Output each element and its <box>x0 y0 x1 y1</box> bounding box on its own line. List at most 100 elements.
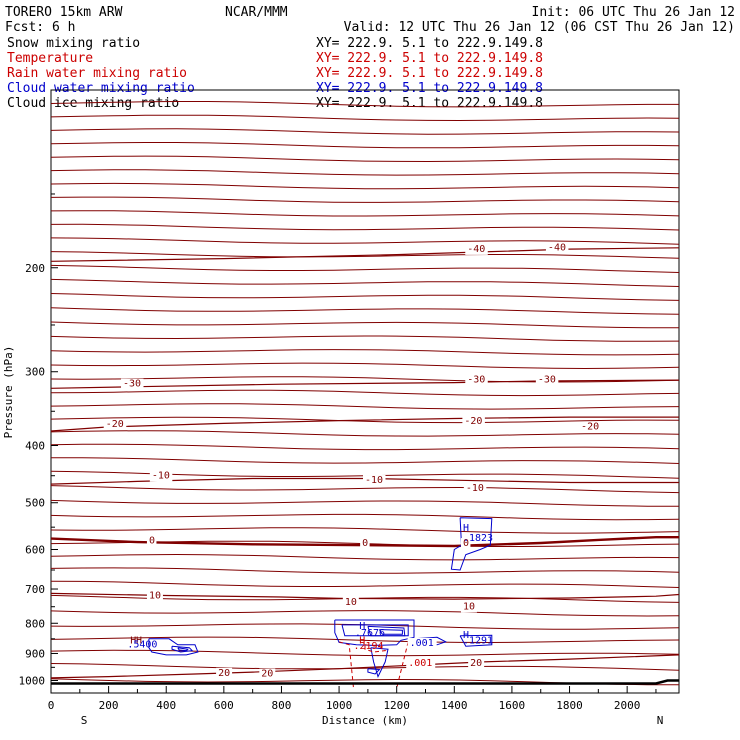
x-tick-label: 1400 <box>441 699 468 712</box>
contour-label-bg <box>460 601 477 613</box>
y-tick-label: 200 <box>25 262 45 275</box>
isobar-contour <box>50 610 680 617</box>
contour-label: -40 <box>548 243 566 254</box>
rain-water-contour <box>396 641 409 689</box>
contour-label: -30 <box>467 375 485 386</box>
x-axis-label: Distance (km) <box>322 714 408 727</box>
contour-label: .001 <box>410 638 434 649</box>
isobar-contour <box>50 169 680 176</box>
contour-label-bg <box>460 538 471 550</box>
isobar-contour <box>50 223 680 231</box>
x-tick-label: 600 <box>214 699 234 712</box>
y-axis: 200 300 400 500 600 700 800 900 1000 <box>19 193 58 687</box>
cloud-water-contour <box>341 624 409 637</box>
isobar-contour <box>50 335 680 342</box>
contour-label-bg <box>579 421 602 433</box>
x-tick-label: 2000 <box>614 699 641 712</box>
contour-label: 0 <box>362 538 368 549</box>
contour-label-bg <box>465 374 488 386</box>
cloud-water-contour <box>367 668 381 675</box>
y-axis-label: Pressure (hPa) <box>2 346 15 439</box>
init-time: Init: 06 UTC Thu 26 Jan 12 <box>532 5 736 20</box>
cloud-water-contour <box>370 647 389 678</box>
isobar-contour <box>50 376 680 383</box>
x-tick-label: 0 <box>48 699 55 712</box>
cloud-water-contour <box>148 638 199 656</box>
contour-label-bg <box>463 483 487 495</box>
maximum-label: H <box>130 636 136 647</box>
isobar-contour <box>50 457 680 464</box>
isobar-contour <box>50 443 680 451</box>
isobar-contour <box>50 237 680 245</box>
x-axis: 0 200 400 600 800 1000 1200 1400 1600 1800 2000 <box>48 686 657 712</box>
legend-item-name: Temperature <box>7 51 93 66</box>
cloud-water-contour <box>450 517 493 571</box>
legend-item-name: Cloud water mixing ratio <box>7 81 195 96</box>
isobar-contour <box>50 416 680 424</box>
y-tick-label: 500 <box>25 497 45 510</box>
maximum-label: H <box>136 636 142 647</box>
valid-time: Valid: 12 UTC Thu 26 Jan 12 (06 CST Thu … <box>344 20 735 35</box>
rain-water-contour <box>338 641 354 689</box>
contour-label: -20 <box>464 416 482 427</box>
isobar-contour <box>50 389 680 397</box>
isobar-contour <box>50 403 680 410</box>
contour-label-bg <box>468 657 485 669</box>
contour-label-bg <box>535 374 559 386</box>
isobar-contour <box>50 527 680 534</box>
contour-label-bg <box>216 667 233 679</box>
cloud-water-contour <box>459 634 493 647</box>
isobar-contour <box>50 321 679 329</box>
contour-label: 20 <box>261 669 273 680</box>
isobar-contour <box>50 155 680 163</box>
terrain-line <box>51 679 679 685</box>
cloud-water-contour <box>378 629 403 635</box>
contour-label-bg <box>406 657 436 669</box>
south-label: S <box>81 714 88 727</box>
isobar-contour <box>50 142 680 149</box>
maximum-label: .1823 <box>463 533 493 544</box>
legend: Snow mixing ratio XY= 222.9. 5.1 to 222.9… <box>7 36 543 111</box>
isobar-contour <box>50 293 680 301</box>
y-tick-label: 300 <box>25 366 45 379</box>
contour-label: -20 <box>106 419 124 430</box>
isobar-contour <box>50 349 680 356</box>
isotherm-0 <box>50 536 679 548</box>
isobar-contour <box>50 485 680 494</box>
maximum-label: .7676 <box>355 628 385 639</box>
north-label: N <box>657 714 664 727</box>
contour-label-bg <box>360 538 370 550</box>
isobar-contour <box>50 553 680 561</box>
isobar-contour <box>50 251 680 259</box>
legend-item-range: XY= 222.9. 5.1 to 222.9.149.8 <box>316 96 543 111</box>
isobar-contour <box>50 580 680 588</box>
isobar-contour <box>50 264 680 273</box>
contour-label: 20 <box>470 658 482 669</box>
maximum-label: .5400 <box>127 640 157 651</box>
isobar-contour <box>50 663 680 671</box>
contour-label-bg <box>342 596 359 608</box>
y-tick-label: 400 <box>25 440 45 453</box>
temperature-contours <box>50 101 680 686</box>
isobar-contour <box>50 101 679 108</box>
forecast-hour: Fcst: 6 h <box>5 20 75 35</box>
isobar-contour <box>50 114 680 122</box>
maximum-label: H <box>463 630 469 641</box>
plot-frame <box>50 89 680 694</box>
x-tick-label: 800 <box>272 699 292 712</box>
legend-item-range: XY= 222.9. 5.1 to 222.9.149.8 <box>316 36 543 51</box>
contour-label: 10 <box>463 601 475 612</box>
y-tick-label: 800 <box>25 617 45 630</box>
x-tick-label: 1600 <box>499 699 526 712</box>
isobar-contour <box>50 636 680 644</box>
legend-item-name: Snow mixing ratio <box>7 36 140 51</box>
contour-label: 0 <box>463 538 469 549</box>
x-tick-label: 200 <box>99 699 119 712</box>
contour-label-bg <box>149 470 173 482</box>
cloud-water-contour <box>334 619 415 646</box>
isobar-contour <box>50 128 680 135</box>
isobar-contour <box>50 430 680 437</box>
contour-label-bg <box>465 243 488 255</box>
contour-label: .001 <box>408 658 432 669</box>
